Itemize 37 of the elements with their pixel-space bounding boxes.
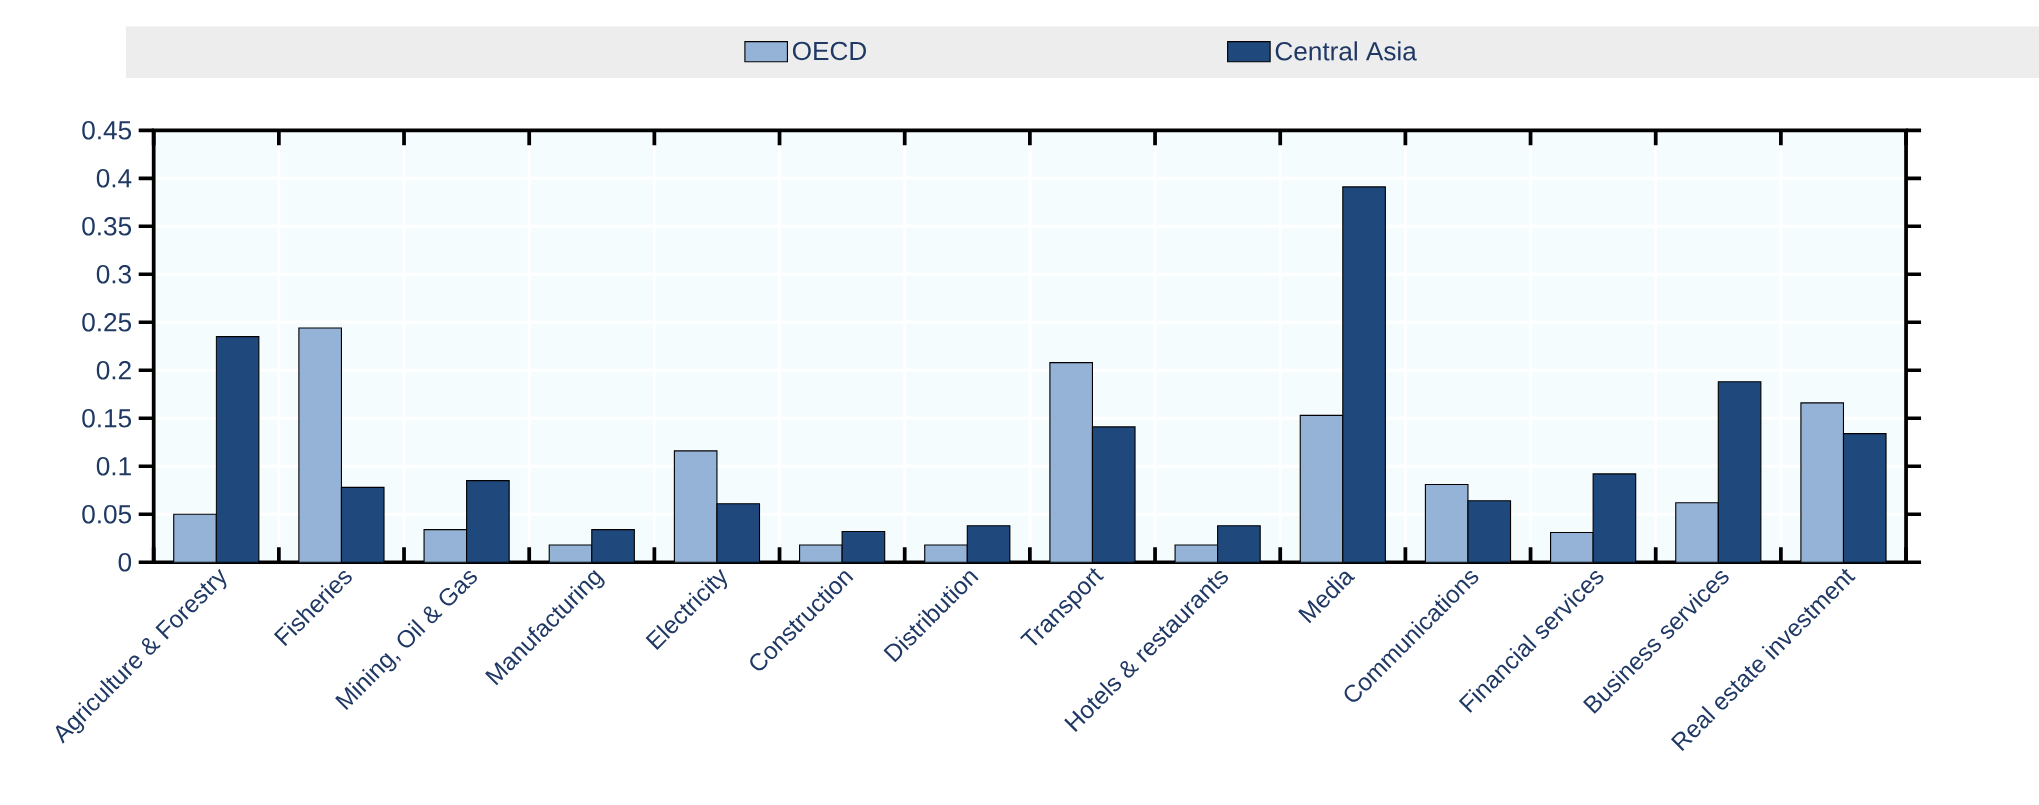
bar [298,328,342,563]
y-tick-label: 0.1 [96,456,131,476]
bar [591,529,635,563]
bar [341,487,384,563]
y-tick-label: 0.15 [82,408,132,428]
y-tick-label: 0.3 [96,265,131,284]
bar [1842,433,1887,563]
bar [1342,186,1386,563]
bar [1425,484,1468,563]
bar [674,450,717,563]
bar [924,544,968,563]
bar [1092,426,1136,563]
bar [424,529,467,563]
y-tick-label: 0.25 [82,313,132,332]
y-tick-label: 0.45 [82,121,132,140]
bar [1550,532,1594,563]
bar [1217,525,1261,563]
bar [1300,415,1343,563]
bar [1718,381,1761,563]
bar [1800,402,1845,563]
bar [466,480,510,563]
bar [967,525,1010,563]
y-tick-label: 0.05 [82,504,132,524]
bar [173,514,217,563]
y-tick-label: 0.4 [96,169,132,188]
bar [1675,502,1719,563]
bar [842,531,885,563]
bar [1593,473,1636,563]
y-tick-label: 0 [118,552,132,572]
legend-label: Central Asia [1275,41,1417,61]
y-tick-label: 0.2 [96,360,131,380]
bar [1049,362,1093,563]
y-tick-label: 0.35 [82,217,132,236]
bar [716,503,760,563]
bar [1467,500,1511,563]
bar [216,336,259,563]
legend-label: OECD [792,41,866,61]
